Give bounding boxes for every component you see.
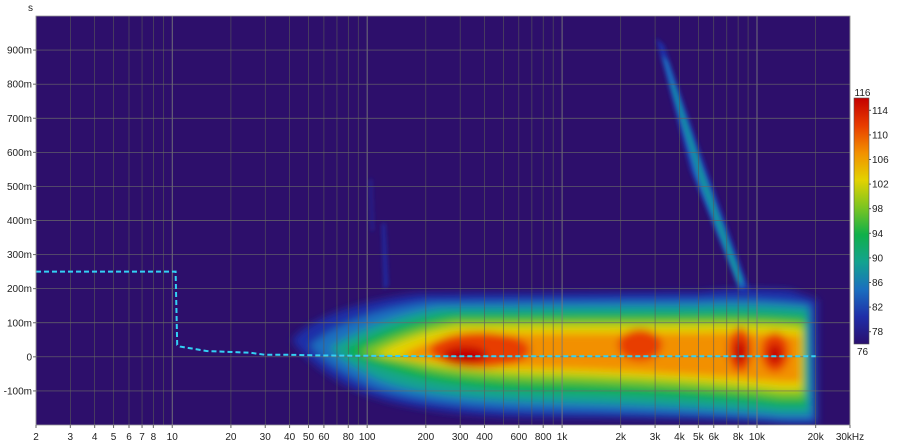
x-tick-label: 3 <box>68 432 74 443</box>
x-tick-label: 3k <box>650 432 662 443</box>
y-tick-label: 900m <box>7 46 32 57</box>
x-tick-label: 200 <box>417 432 434 443</box>
x-tick-label: 300 <box>452 432 469 443</box>
colorbar-label: 116 <box>855 88 871 99</box>
y-tick-label: 800m <box>7 80 32 91</box>
x-tick-label: 2k <box>615 432 627 443</box>
colorbar-label: 76 <box>857 347 869 358</box>
y-tick-label: 300m <box>7 250 32 261</box>
x-tick-label: 10k <box>749 432 766 443</box>
x-tick-label: 5 <box>111 432 117 443</box>
y-tick-label: 100m <box>7 318 32 329</box>
x-tick-label: 6k <box>708 432 720 443</box>
y-tick-label: 700m <box>7 114 32 125</box>
x-tick-label: 20 <box>225 432 237 443</box>
colorbar-label: 110 <box>872 130 888 141</box>
colorbar-scale <box>853 97 870 345</box>
x-tick-label: 5k <box>693 432 705 443</box>
colorbar-label: 98 <box>872 204 884 215</box>
y-axis-ticks: -100m 0 100m 200m 300m 400m 500m 600m 700m 800m 90… <box>4 46 36 397</box>
colorbar-label: 94 <box>872 229 884 240</box>
y-tick-label: 400m <box>7 216 32 227</box>
x-tick-label: 8 <box>151 432 157 443</box>
x-axis-ticks: 2 3 4 5 6 7 8 10 20 30 40 50 60 80 100 200 300 400 600 800 1… <box>33 425 864 443</box>
x-tick-label: 100 <box>359 432 376 443</box>
y-tick-label: 200m <box>7 284 32 295</box>
colorbar-label: 102 <box>872 180 889 191</box>
x-tick-label: 4 <box>92 432 98 443</box>
x-tick-label: 2 <box>33 432 39 443</box>
series-line-0 <box>36 270 816 358</box>
x-tick-label: 20k <box>808 432 825 443</box>
colorbar-label: 114 <box>872 106 888 117</box>
x-tick-label: 6 <box>126 432 132 443</box>
colorbar-label: 90 <box>872 253 884 264</box>
x-tick-label: 30 <box>260 432 272 443</box>
x-tick-label: 80 <box>343 432 355 443</box>
y-tick-label: 500m <box>7 182 32 193</box>
y-tick-label: 600m <box>7 148 32 159</box>
x-tick-label: 8k <box>733 432 745 443</box>
artifact-streak <box>369 178 388 290</box>
x-tick-label: 10 <box>167 432 179 443</box>
x-tick-label: 1k <box>557 432 569 443</box>
x-tick-label: 30kHz <box>836 432 864 443</box>
x-tick-label: 400 <box>476 432 493 443</box>
y-tick-label: -100m <box>4 386 32 397</box>
x-tick-label: 7 <box>139 432 145 443</box>
colorbar-label: 78 <box>872 327 884 338</box>
y-unit-label: s <box>28 3 33 14</box>
series-layer <box>36 270 816 358</box>
colorbar-label: 106 <box>872 155 889 166</box>
x-tick-label: 40 <box>284 432 296 443</box>
y-tick-label: 0 <box>26 352 32 363</box>
colorbar-label: 86 <box>872 278 884 289</box>
x-tick-label: 800 <box>535 432 552 443</box>
x-tick-label: 4k <box>674 432 686 443</box>
colorbar-label: 82 <box>872 303 884 314</box>
x-tick-label: 600 <box>510 432 527 443</box>
x-tick-label: 60 <box>318 432 330 443</box>
x-tick-label: 50 <box>303 432 315 443</box>
